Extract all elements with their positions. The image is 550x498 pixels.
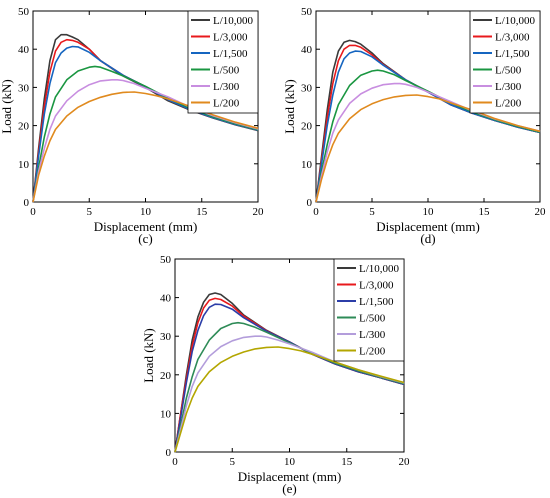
y-tick-label: 10: [18, 159, 30, 171]
legend-label: L/3,000: [495, 32, 530, 44]
y-tick-label: 0: [24, 197, 30, 209]
legend-label: L/200: [213, 98, 240, 110]
x-tick-label: 5: [230, 456, 236, 468]
legend-label: L/1,500: [213, 48, 248, 60]
y-tick-label: 50: [160, 254, 172, 266]
y-tick-label: 30: [301, 82, 313, 94]
x-tick-label: 20: [535, 206, 547, 218]
series-line-l500: [315, 69, 541, 203]
y-tick-label: 40: [160, 293, 172, 305]
x-tick-label: 5: [87, 206, 93, 218]
y-axis-title: Load (kN): [282, 79, 297, 134]
series-line-l200: [174, 346, 405, 453]
y-tick-label: 20: [18, 121, 30, 133]
legend-label: L/10,000: [213, 15, 254, 27]
x-axis-title: Displacement (mm): [94, 219, 198, 234]
y-tick-label: 10: [160, 408, 172, 420]
x-axis-title: Displacement (mm): [376, 219, 480, 234]
x-tick-label: 10: [140, 206, 152, 218]
x-tick-label: 20: [399, 456, 411, 468]
x-tick-label: 5: [369, 206, 375, 218]
legend-label: L/300: [495, 81, 522, 93]
legend-label: L/300: [359, 329, 386, 341]
legend-label: L/3,000: [213, 32, 248, 44]
y-tick-label: 50: [301, 6, 313, 18]
legend-label: L/1,500: [359, 296, 394, 308]
panel-label: (c): [138, 231, 152, 246]
y-tick-label: 50: [18, 6, 30, 18]
x-tick-label: 0: [172, 456, 178, 468]
panel-label: (e): [282, 481, 296, 496]
x-tick-label: 20: [253, 206, 265, 218]
legend-box: [469, 10, 541, 114]
series-line-l1500: [315, 50, 541, 203]
x-tick-label: 15: [479, 206, 491, 218]
y-tick-label: 10: [301, 159, 313, 171]
y-tick-label: 40: [301, 44, 313, 56]
panel-label: (d): [420, 231, 435, 246]
legend-label: L/200: [495, 98, 522, 110]
y-tick-label: 30: [160, 331, 172, 343]
x-tick-label: 15: [196, 206, 208, 218]
x-tick-label: 15: [341, 456, 353, 468]
y-axis-title: Load (kN): [141, 328, 156, 383]
legend-label: L/300: [213, 81, 240, 93]
legend-label: L/500: [495, 65, 522, 77]
legend-label: L/500: [213, 65, 240, 77]
legend-box: [187, 10, 259, 114]
x-axis-title: Displacement (mm): [238, 469, 342, 484]
y-tick-label: 0: [166, 447, 172, 459]
legend-label: L/10,000: [359, 263, 400, 275]
legend-label: L/200: [359, 346, 386, 358]
legend-label: L/3,000: [359, 280, 394, 292]
y-tick-label: 30: [18, 82, 30, 94]
legend-label: L/500: [359, 313, 386, 325]
y-tick-label: 40: [18, 44, 30, 56]
legend-label: L/10,000: [495, 15, 536, 27]
legend-box: [333, 258, 405, 362]
y-axis-title: Load (kN): [0, 79, 14, 134]
y-tick-label: 20: [301, 121, 313, 133]
y-tick-label: 20: [160, 370, 172, 382]
series-line-l500: [174, 321, 405, 453]
x-tick-label: 10: [423, 206, 435, 218]
chart-panel-c: 0 5 10 15 20 0 10 20 30 40 50 Displacement (mm) Load…: [0, 6, 264, 246]
chart-panel-d: 0 5 10 15 20 0 10 20 30 40 50 Displacement (mm) Load…: [282, 6, 546, 246]
x-tick-label: 0: [313, 206, 319, 218]
y-tick-label: 0: [307, 197, 313, 209]
x-tick-label: 10: [284, 456, 296, 468]
chart-panel-e: 0 5 10 15 20 0 10 20 30 40 50 Displacement (mm) Load…: [141, 254, 410, 496]
x-tick-label: 0: [30, 206, 36, 218]
legend-label: L/1,500: [495, 48, 530, 60]
